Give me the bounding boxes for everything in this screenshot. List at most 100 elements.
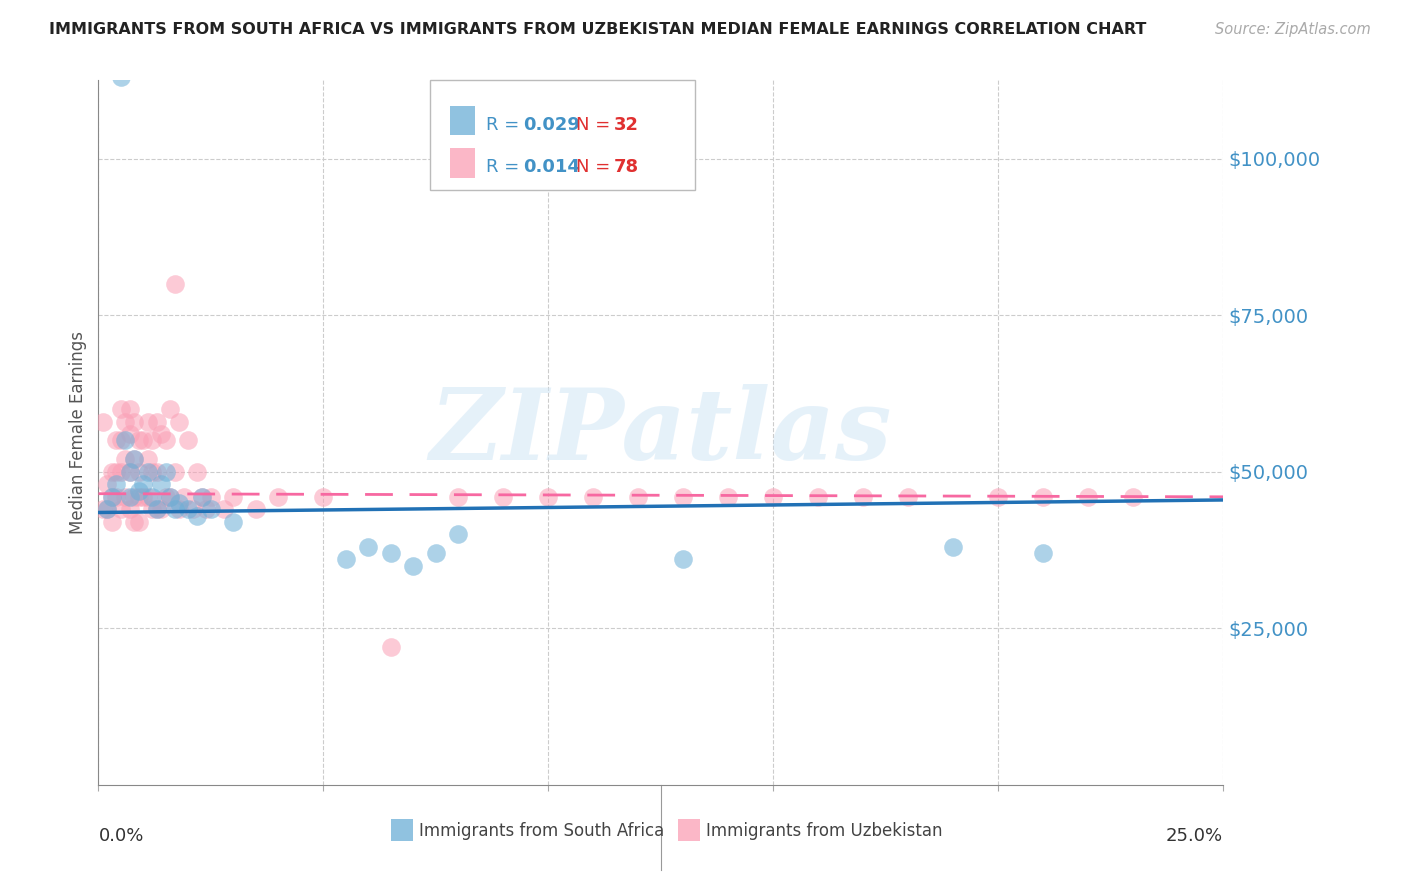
Point (312, 490, 335, 504)
Point (335, 552, 357, 566)
Point (114, 490, 136, 504)
Point (118, 490, 141, 504)
Point (267, 490, 290, 504)
Point (447, 490, 470, 504)
Point (163, 465, 186, 479)
Point (222, 515, 245, 529)
Point (492, 490, 515, 504)
Point (425, 546, 447, 560)
Point (150, 477, 173, 491)
Point (118, 465, 141, 479)
Text: 0.029: 0.029 (523, 116, 581, 134)
Point (132, 434, 155, 448)
Point (942, 540, 965, 554)
Text: 0.014: 0.014 (523, 158, 581, 176)
Point (163, 502, 186, 516)
Point (110, 402, 132, 417)
Point (136, 452, 159, 467)
Point (1032, 546, 1054, 560)
Point (136, 465, 159, 479)
Text: 0.0%: 0.0% (98, 827, 143, 846)
Point (124, 515, 146, 529)
Point (114, 434, 136, 448)
Point (186, 465, 208, 479)
Point (163, 277, 186, 291)
Point (155, 490, 177, 504)
Point (110, 70, 132, 84)
Point (128, 465, 150, 479)
Point (128, 434, 150, 448)
Point (447, 527, 470, 541)
Point (402, 558, 425, 573)
Text: 25.0%: 25.0% (1166, 827, 1223, 846)
Point (169, 502, 191, 516)
Point (146, 465, 169, 479)
Point (101, 490, 124, 504)
Point (141, 502, 163, 516)
Text: 32: 32 (613, 116, 638, 134)
Point (177, 502, 200, 516)
Point (101, 515, 124, 529)
Point (357, 540, 380, 554)
Point (118, 502, 141, 516)
Point (159, 490, 181, 504)
Point (173, 490, 195, 504)
Point (124, 452, 146, 467)
Point (717, 490, 740, 504)
Point (222, 490, 245, 504)
Point (159, 490, 181, 504)
Point (118, 427, 141, 442)
Point (200, 502, 222, 516)
Point (146, 502, 169, 516)
Point (155, 465, 177, 479)
Point (105, 477, 128, 491)
Point (186, 508, 208, 523)
Text: ZIPatlas: ZIPatlas (430, 384, 891, 481)
Point (191, 490, 214, 504)
Text: R =: R = (486, 116, 526, 134)
FancyBboxPatch shape (430, 80, 695, 189)
Point (672, 490, 695, 504)
Point (128, 490, 150, 504)
Point (124, 415, 146, 429)
Point (96, 502, 118, 516)
Point (146, 502, 169, 516)
Point (101, 465, 124, 479)
Point (105, 490, 128, 504)
Point (169, 415, 191, 429)
Point (96, 502, 118, 516)
Point (1032, 490, 1054, 504)
Point (105, 465, 128, 479)
Point (114, 452, 136, 467)
Point (807, 490, 830, 504)
Point (214, 502, 236, 516)
Point (118, 465, 141, 479)
Point (159, 402, 181, 417)
Point (177, 434, 200, 448)
Point (128, 483, 150, 498)
FancyBboxPatch shape (391, 819, 413, 841)
Point (141, 465, 163, 479)
Point (141, 490, 163, 504)
Point (124, 490, 146, 504)
Point (897, 490, 920, 504)
Point (114, 415, 136, 429)
Point (1077, 490, 1099, 504)
Point (146, 415, 169, 429)
Point (136, 415, 159, 429)
Point (91, 415, 114, 429)
Point (195, 502, 218, 516)
FancyBboxPatch shape (678, 819, 700, 841)
Point (169, 496, 191, 510)
Point (132, 477, 155, 491)
Text: IMMIGRANTS FROM SOUTH AFRICA VS IMMIGRANTS FROM UZBEKISTAN MEDIAN FEMALE EARNING: IMMIGRANTS FROM SOUTH AFRICA VS IMMIGRAN… (49, 22, 1146, 37)
Text: N =: N = (576, 116, 616, 134)
Text: 78: 78 (613, 158, 638, 176)
Point (380, 640, 402, 655)
Point (96, 477, 118, 491)
Point (132, 490, 155, 504)
Point (110, 434, 132, 448)
Point (155, 434, 177, 448)
Point (141, 434, 163, 448)
Text: N =: N = (576, 158, 616, 176)
